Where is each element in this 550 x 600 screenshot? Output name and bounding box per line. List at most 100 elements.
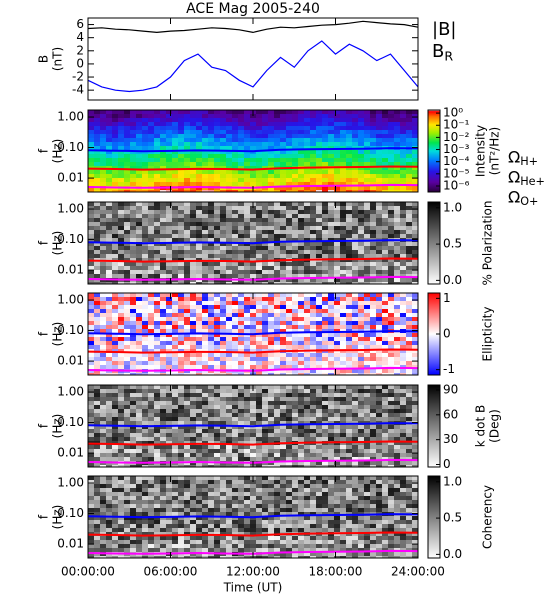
- spectrogram-cell: [406, 453, 412, 457]
- spectrogram-cell: [190, 413, 196, 417]
- spectrogram-cell: [268, 190, 274, 192]
- spectrogram-cell: [406, 313, 412, 317]
- spectrogram-cell: [292, 409, 298, 413]
- spectrogram-cell: [400, 174, 406, 178]
- spectrogram-cell: [406, 122, 412, 126]
- spectrogram-cell: [244, 202, 250, 206]
- spectrogram-cell: [262, 465, 268, 467]
- spectrogram-cell: [100, 313, 106, 317]
- spectrogram-cell: [232, 126, 238, 130]
- spectrogram-cell: [328, 278, 334, 282]
- spectrogram-cell: [232, 206, 238, 210]
- spectrogram-cell: [178, 301, 184, 305]
- spectrogram-cell: [208, 409, 214, 413]
- spectrogram-cell: [280, 293, 286, 297]
- spectrogram-cell: [148, 393, 154, 397]
- spectrogram-cell: [346, 262, 352, 266]
- spectrogram-cell: [124, 321, 130, 325]
- spectrogram-cell: [346, 369, 352, 373]
- spectrogram-cell: [346, 397, 352, 401]
- spectrogram-cell: [394, 142, 400, 146]
- spectrogram-cell: [394, 162, 400, 166]
- spectrogram-cell: [322, 186, 328, 190]
- spectrogram-cell: [364, 278, 370, 282]
- spectrogram-cell: [226, 449, 232, 453]
- spectrogram-cell: [124, 150, 130, 154]
- spectrogram-cell: [118, 293, 124, 297]
- spectrogram-cell: [202, 317, 208, 321]
- spectrogram-cell: [412, 445, 418, 449]
- spectrogram-cell: [148, 301, 154, 305]
- spectrogram-cell: [196, 146, 202, 150]
- spectrogram-cell: [220, 409, 226, 413]
- spectrogram-cell: [316, 254, 322, 258]
- spectrogram-cell: [364, 230, 370, 234]
- spectrogram-cell: [304, 278, 310, 282]
- spectrogram-cell: [148, 190, 154, 192]
- spectrogram-cell: [232, 182, 238, 186]
- spectrogram-cell: [274, 397, 280, 401]
- spectrogram-cell: [316, 337, 322, 341]
- spectrogram-cell: [160, 234, 166, 238]
- spectrogram-cell: [256, 226, 262, 230]
- spectrogram-cell: [256, 214, 262, 218]
- spectrogram-cell: [178, 349, 184, 353]
- spectrogram-cell: [316, 226, 322, 230]
- colorbar-cell: [428, 331, 440, 333]
- spectrogram-cell: [244, 429, 250, 433]
- spectrogram-cell: [202, 313, 208, 317]
- spectrogram-cell: [304, 190, 310, 192]
- spectrogram-cell: [268, 369, 274, 373]
- spectrogram-cell: [136, 297, 142, 301]
- spectrogram-cell: [382, 413, 388, 417]
- spectrogram-cell: [172, 337, 178, 341]
- spectrogram-cell: [160, 174, 166, 178]
- spectrogram-cell: [316, 341, 322, 345]
- spectrogram-cell: [256, 258, 262, 262]
- spectrogram-cell: [280, 393, 286, 397]
- spectrogram-cell: [88, 154, 94, 158]
- y-tick-label: 0.10: [57, 323, 84, 337]
- colorbar-cell: [428, 277, 440, 279]
- spectrogram-cell: [202, 250, 208, 254]
- spectrogram-cell: [304, 317, 310, 321]
- spectrogram-cell: [274, 162, 280, 166]
- spectrogram-cell: [178, 178, 184, 182]
- spectrogram-cell: [322, 325, 328, 329]
- spectrogram-cell: [142, 162, 148, 166]
- colorbar-cell: [428, 174, 440, 176]
- spectrogram-cell: [364, 154, 370, 158]
- colorbar-cell: [428, 262, 440, 264]
- spectrogram-cell: [256, 465, 262, 467]
- spectrogram-cell: [202, 238, 208, 242]
- spectrogram-cell: [172, 202, 178, 206]
- spectrogram-cell: [160, 274, 166, 278]
- spectrogram-cell: [142, 385, 148, 389]
- spectrogram-cell: [340, 361, 346, 365]
- spectrogram-cell: [406, 210, 412, 214]
- colorbar-cell: [428, 327, 440, 329]
- spectrogram-cell: [280, 389, 286, 393]
- spectrogram-cell: [328, 122, 334, 126]
- spectrogram-cell: [262, 250, 268, 254]
- spectrogram-cell: [136, 234, 142, 238]
- spectrogram-cell: [322, 234, 328, 238]
- spectrogram-cell: [310, 445, 316, 449]
- spectrogram-cell: [334, 234, 340, 238]
- spectrogram-cell: [268, 357, 274, 361]
- spectrogram-cell: [226, 385, 232, 389]
- spectrogram-cell: [142, 166, 148, 170]
- colorbar-cell: [428, 256, 440, 258]
- spectrogram-cell: [118, 401, 124, 405]
- spectrogram-cell: [208, 154, 214, 158]
- spectrogram-cell: [208, 114, 214, 118]
- spectrogram-cell: [142, 114, 148, 118]
- spectrogram-cell: [100, 401, 106, 405]
- spectrogram-cell: [160, 297, 166, 301]
- spectrogram-cell: [322, 134, 328, 138]
- colorbar-cell: [428, 355, 440, 357]
- spectrogram-cell: [136, 445, 142, 449]
- spectrogram-cell: [100, 182, 106, 186]
- spectrogram-cell: [100, 365, 106, 369]
- spectrogram-cell: [172, 114, 178, 118]
